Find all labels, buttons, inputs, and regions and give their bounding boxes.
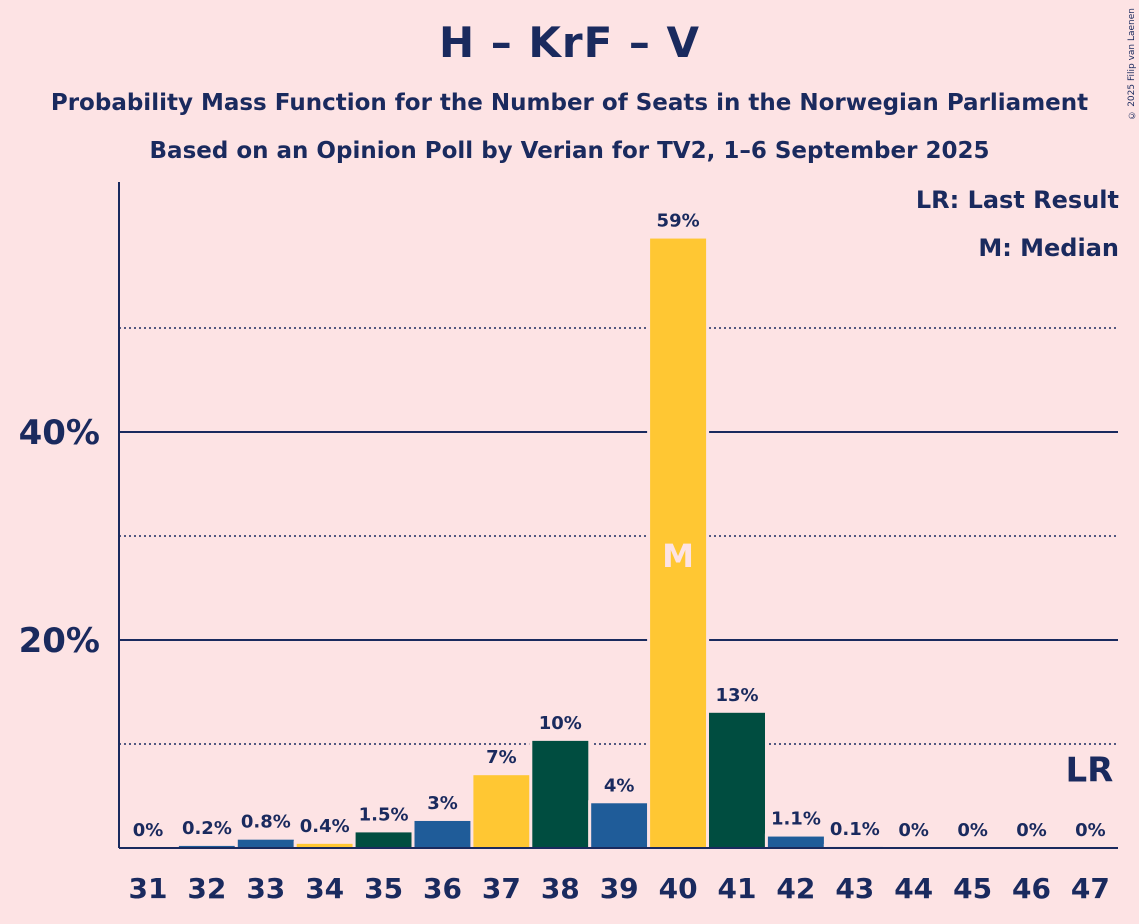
legend-last-result: LR: Last Result	[915, 186, 1119, 214]
bar	[237, 839, 294, 848]
bar	[709, 712, 765, 848]
bar	[591, 803, 648, 848]
data-label: 59%	[657, 211, 700, 232]
x-tick-label: 41	[718, 872, 757, 905]
chart-title: H – KrF – V	[438, 18, 701, 67]
bar-gap	[823, 843, 886, 848]
x-tick-label: 45	[953, 872, 992, 905]
bar	[650, 238, 707, 848]
x-tick-label: 44	[894, 872, 933, 905]
x-tick-label: 31	[129, 872, 168, 905]
data-label: 0%	[957, 820, 988, 841]
bar	[414, 820, 471, 848]
last-result-marker: LR	[1065, 750, 1113, 790]
x-tick-label: 46	[1012, 872, 1051, 905]
data-label: 0%	[898, 820, 929, 841]
median-marker: M	[662, 537, 694, 575]
data-label: 0%	[1016, 820, 1047, 841]
x-tick-label: 32	[187, 872, 226, 905]
data-label: 0%	[1075, 820, 1106, 841]
x-tick-label: 39	[600, 872, 639, 905]
x-tick-label: 35	[364, 872, 403, 905]
bar	[178, 845, 235, 848]
data-label: 3%	[427, 793, 458, 814]
data-label: 0.8%	[241, 812, 291, 833]
y-tick-label: 20%	[19, 621, 100, 661]
data-label: 10%	[539, 713, 582, 734]
data-label: 4%	[604, 775, 635, 796]
bar	[296, 843, 353, 848]
x-tick-label: 37	[482, 872, 521, 905]
y-tick-label: 40%	[19, 413, 100, 453]
data-label: 0.1%	[830, 819, 880, 840]
chart-subtitle-1: Probability Mass Function for the Number…	[50, 90, 1089, 116]
data-label: 7%	[486, 747, 517, 768]
x-tick-label: 47	[1071, 872, 1110, 905]
x-tick-label: 40	[659, 872, 698, 905]
data-label: 0.4%	[300, 816, 350, 837]
bar	[473, 775, 530, 848]
x-tick-label: 43	[835, 872, 874, 905]
bar	[355, 832, 412, 848]
x-tick-label: 38	[541, 872, 580, 905]
x-tick-label: 33	[246, 872, 285, 905]
data-label: 1.1%	[771, 809, 821, 830]
x-tick-label: 36	[423, 872, 462, 905]
data-label: 1.5%	[359, 804, 409, 825]
data-label: 0%	[133, 820, 164, 841]
chart-subtitle-2: Based on an Opinion Poll by Verian for T…	[149, 138, 990, 164]
data-label: 0.2%	[182, 818, 232, 839]
x-tick-label: 34	[305, 872, 344, 905]
bar-gap	[175, 842, 238, 848]
data-label: 13%	[715, 685, 758, 706]
x-tick-label: 42	[776, 872, 815, 905]
bar	[767, 836, 824, 848]
legend-median: M: Median	[978, 234, 1119, 262]
bar	[532, 740, 589, 848]
